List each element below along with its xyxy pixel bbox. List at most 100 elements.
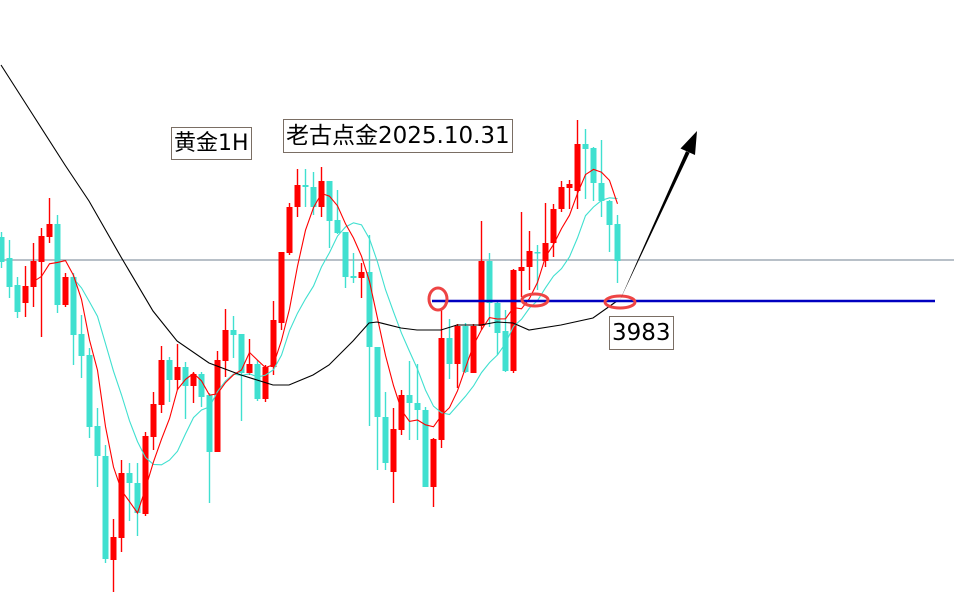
candle-up bbox=[62, 273, 69, 307]
arrow-head-icon bbox=[680, 131, 697, 155]
candle-up bbox=[550, 204, 557, 257]
candle-body bbox=[38, 236, 45, 262]
candle-down bbox=[86, 348, 93, 438]
candle-up bbox=[430, 438, 437, 507]
candle-down bbox=[326, 181, 333, 248]
ma-mid-line bbox=[73, 197, 618, 466]
ma-fast-line bbox=[33, 168, 619, 515]
annotation-layer bbox=[427, 131, 697, 312]
candle-body bbox=[390, 429, 397, 472]
candle-body bbox=[46, 224, 53, 237]
candle-body bbox=[478, 261, 485, 326]
candle-down bbox=[0, 232, 5, 268]
level-price-label: 3983 bbox=[609, 316, 674, 350]
candle-body bbox=[110, 537, 117, 560]
candle-up bbox=[270, 301, 277, 375]
candle-up bbox=[142, 432, 149, 516]
candle-up bbox=[510, 269, 517, 373]
candle-up bbox=[214, 351, 221, 452]
candle-up bbox=[438, 310, 445, 448]
candle-up bbox=[222, 309, 229, 377]
support-touch-3-circle bbox=[603, 294, 637, 310]
candle-body bbox=[462, 326, 469, 372]
candle-body bbox=[470, 326, 477, 373]
candle-body bbox=[382, 417, 389, 463]
candle-body bbox=[542, 243, 549, 261]
candle-body bbox=[158, 360, 165, 405]
candle-body bbox=[78, 334, 85, 356]
candle-down bbox=[70, 273, 77, 365]
candle-body bbox=[6, 258, 13, 287]
candle-down bbox=[614, 215, 621, 283]
candles-layer bbox=[0, 120, 621, 592]
candle-down bbox=[502, 310, 509, 372]
candle-body bbox=[606, 201, 613, 225]
candle-down bbox=[446, 319, 453, 379]
candle-body bbox=[214, 360, 221, 452]
support-touch-1-circle bbox=[427, 286, 449, 312]
candle-down bbox=[238, 334, 245, 421]
candle-down bbox=[182, 362, 189, 419]
arrow-shaft bbox=[620, 151, 690, 300]
candle-body bbox=[270, 320, 277, 367]
candle-down bbox=[598, 140, 605, 217]
candle-up bbox=[294, 169, 301, 217]
candle-down bbox=[342, 232, 349, 288]
candle-body bbox=[374, 347, 381, 417]
candle-body bbox=[30, 261, 37, 287]
candle-body bbox=[558, 187, 565, 209]
candle-body bbox=[198, 374, 205, 397]
candle-up bbox=[150, 392, 157, 450]
candle-down bbox=[334, 190, 341, 234]
candle-body bbox=[134, 483, 141, 513]
candle-down bbox=[462, 323, 469, 373]
candle-down bbox=[366, 235, 373, 426]
candle-down bbox=[14, 277, 21, 318]
candle-down bbox=[206, 393, 213, 503]
candle-up bbox=[190, 372, 197, 403]
candle-body bbox=[166, 360, 173, 380]
candle-body bbox=[590, 148, 597, 183]
candle-body bbox=[62, 277, 69, 305]
candle-body bbox=[86, 355, 93, 427]
candle-body bbox=[174, 367, 181, 380]
candle-body bbox=[222, 330, 229, 361]
candle-body bbox=[518, 267, 525, 271]
candle-body bbox=[430, 439, 437, 487]
candle-up bbox=[286, 203, 293, 255]
candle-body bbox=[238, 334, 245, 373]
candle-body bbox=[582, 144, 589, 149]
candle-body bbox=[398, 395, 405, 430]
candle-down bbox=[606, 200, 613, 252]
candle-body bbox=[598, 183, 605, 201]
candle-up bbox=[454, 324, 461, 388]
candle-up bbox=[398, 390, 405, 435]
chart-title-label: 黄金1H bbox=[171, 127, 252, 160]
candle-body bbox=[0, 237, 5, 262]
candle-up bbox=[158, 346, 165, 413]
candle-down bbox=[382, 392, 389, 470]
candle-body bbox=[22, 286, 29, 303]
candle-body bbox=[246, 364, 253, 373]
candle-down bbox=[230, 316, 237, 358]
candle-up bbox=[358, 263, 365, 298]
candle-up bbox=[174, 344, 181, 390]
candle-body bbox=[334, 220, 341, 233]
candle-body bbox=[254, 364, 261, 399]
candle-down bbox=[198, 372, 205, 407]
author-date-label: 老古点金2025.10.31 bbox=[283, 119, 513, 153]
candle-body bbox=[422, 410, 429, 487]
candle-body bbox=[566, 184, 573, 188]
candle-body bbox=[54, 224, 61, 305]
candle-up bbox=[470, 324, 477, 373]
candle-down bbox=[166, 357, 173, 402]
support-touch-2-circle bbox=[520, 292, 550, 308]
candle-body bbox=[206, 395, 213, 452]
candle-down bbox=[54, 215, 61, 313]
candle-down bbox=[582, 129, 589, 199]
candle-body bbox=[494, 303, 501, 333]
candle-up bbox=[526, 231, 533, 290]
candle-body bbox=[486, 261, 493, 303]
candle-body bbox=[286, 207, 293, 253]
candle-down bbox=[486, 253, 493, 327]
